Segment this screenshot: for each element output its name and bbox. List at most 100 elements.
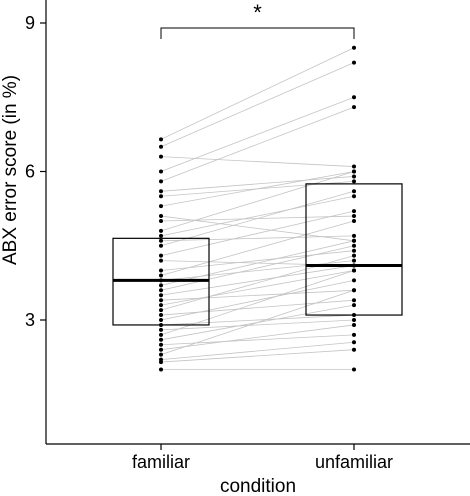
data-point-unfamiliar (352, 189, 356, 194)
data-point-familiar (159, 238, 163, 243)
y-axis-title: ABX error score (in %) (0, 75, 21, 265)
data-point-unfamiliar (352, 174, 356, 179)
data-point-familiar (159, 214, 163, 219)
data-point-familiar (159, 347, 163, 352)
data-point-familiar (159, 243, 163, 248)
data-point-familiar (159, 352, 163, 357)
data-point-unfamiliar (352, 318, 356, 322)
paired-line (160, 47, 355, 140)
paired-line (160, 349, 355, 363)
data-point-familiar (159, 367, 163, 372)
data-point-unfamiliar (352, 243, 356, 248)
data-point-unfamiliar (352, 253, 356, 258)
data-point-familiar (159, 293, 163, 298)
data-point-familiar (159, 357, 163, 362)
paired-line (160, 265, 355, 296)
data-point-familiar (159, 268, 163, 273)
data-point-unfamiliar (352, 288, 356, 293)
data-point-familiar (159, 228, 163, 233)
data-point-familiar (159, 204, 163, 209)
data-point-unfamiliar (352, 340, 356, 345)
paired-line (160, 210, 355, 257)
paired-line (160, 289, 355, 301)
data-point-familiar (159, 169, 163, 174)
paired-line (160, 314, 355, 326)
paired-line (160, 245, 355, 291)
data-point-unfamiliar (352, 194, 356, 199)
x-tick-label: unfamiliar (315, 452, 393, 472)
data-point-familiar (159, 194, 163, 199)
data-point-familiar (159, 318, 163, 322)
data-point-unfamiliar (352, 303, 356, 308)
data-point-familiar (159, 288, 163, 293)
paired-line (160, 270, 355, 336)
paired-line (160, 106, 355, 182)
data-point-unfamiliar (352, 263, 356, 268)
data-point-familiar (159, 303, 163, 308)
data-point-unfamiliar (352, 209, 356, 214)
paired-line (160, 341, 355, 360)
y-tick-label: 6 (25, 162, 35, 182)
data-point-unfamiliar (352, 45, 356, 50)
x-tick-label: familiar (132, 452, 190, 472)
data-point-familiar (159, 332, 163, 337)
data-point-familiar (159, 154, 163, 159)
data-point-familiar (159, 189, 163, 194)
data-point-unfamiliar (352, 332, 356, 337)
data-point-unfamiliar (352, 258, 356, 263)
paired-line (160, 304, 355, 341)
data-point-familiar (159, 337, 163, 342)
paired-line (160, 250, 355, 271)
paired-line (160, 319, 355, 331)
data-point-familiar (159, 313, 163, 318)
paired-line (160, 176, 355, 192)
y-tick-label: 3 (25, 310, 35, 330)
data-point-unfamiliar (352, 60, 356, 65)
data-point-unfamiliar (352, 95, 356, 100)
significance-bracket-line (160, 27, 355, 39)
data-point-unfamiliar (352, 164, 356, 169)
data-point-familiar (159, 278, 163, 283)
data-points (159, 45, 356, 372)
data-point-familiar (159, 144, 163, 149)
paired-line (160, 270, 355, 306)
paired-line (160, 280, 355, 321)
paired-line (160, 260, 355, 281)
paired-line (160, 62, 355, 148)
data-point-unfamiliar (352, 169, 356, 174)
data-point-unfamiliar (352, 238, 356, 243)
x-ticks: familiar unfamiliar (132, 444, 393, 472)
data-point-familiar (159, 258, 163, 263)
paired-line (160, 215, 355, 222)
data-point-unfamiliar (352, 313, 356, 318)
data-point-unfamiliar (352, 233, 356, 238)
data-point-unfamiliar (352, 214, 356, 219)
data-point-unfamiliar (352, 347, 356, 352)
paired-lines (160, 47, 355, 370)
data-point-familiar (159, 137, 163, 142)
data-point-unfamiliar (352, 322, 356, 327)
data-point-unfamiliar (352, 105, 356, 110)
boxes (112, 183, 403, 326)
data-point-unfamiliar (352, 367, 356, 372)
data-point-familiar (159, 179, 163, 184)
data-point-familiar (159, 298, 163, 303)
significance-bracket: * (160, 0, 355, 39)
data-point-familiar (159, 283, 163, 288)
x-axis-title: condition (220, 476, 296, 496)
paired-line (160, 96, 355, 172)
data-point-unfamiliar (352, 179, 356, 184)
data-point-unfamiliar (352, 268, 356, 273)
data-point-familiar (159, 322, 163, 327)
paired-line (160, 299, 355, 316)
paired-line (160, 334, 355, 346)
data-point-familiar (159, 233, 163, 238)
axes (45, 0, 470, 445)
data-point-unfamiliar (352, 219, 356, 223)
paired-line (160, 195, 355, 237)
data-point-unfamiliar (352, 278, 356, 283)
data-point-familiar (159, 253, 163, 258)
paired-line (160, 220, 355, 276)
significance-star: * (253, 0, 262, 25)
data-point-familiar (159, 308, 163, 313)
